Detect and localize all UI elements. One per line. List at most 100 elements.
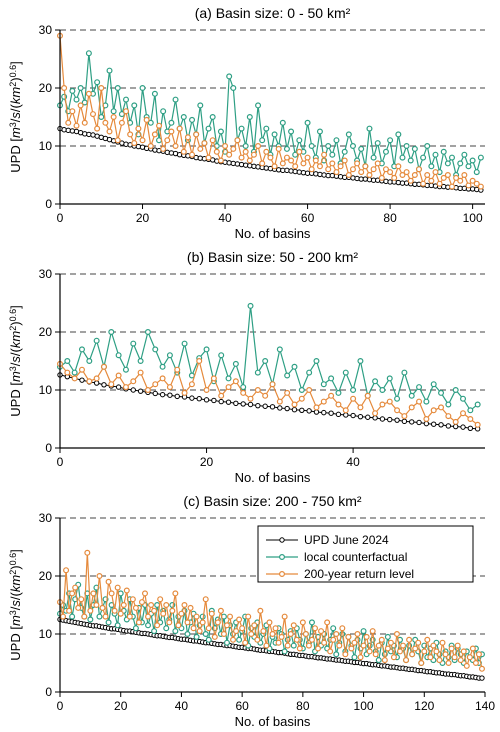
series-marker-local (408, 158, 413, 163)
series-marker-local (106, 620, 111, 625)
series-marker-ret200 (313, 158, 318, 163)
series-marker-ret200 (109, 591, 114, 596)
series-marker-ret200 (256, 144, 261, 149)
series-marker-upd (439, 423, 443, 427)
series-marker-upd (168, 393, 172, 397)
series-marker-ret200 (330, 161, 335, 166)
series-marker-ret200 (464, 664, 469, 669)
series-marker-ret200 (73, 585, 78, 590)
series-marker-local (138, 359, 143, 364)
ylabel: UPD [m3/s/(km2)0.6] (8, 61, 23, 172)
series-marker-ret200 (70, 591, 75, 596)
series-marker-ret200 (455, 643, 460, 648)
series-marker-upd (307, 409, 311, 413)
series-marker-local (453, 388, 458, 393)
series-marker-local (450, 155, 455, 160)
series-marker-local (72, 370, 77, 375)
legend-marker (280, 538, 284, 542)
series-marker-ret200 (342, 158, 347, 163)
series-marker-upd (402, 419, 406, 423)
series-marker-ret200 (188, 606, 193, 611)
series-marker-ret200 (115, 138, 120, 143)
xtick-label: 0 (57, 699, 64, 713)
series-marker-ret200 (194, 614, 199, 619)
series-marker-ret200 (364, 635, 369, 640)
series-marker-local (314, 359, 319, 364)
panel-2: (c) Basin size: 200 - 750 km²01020300204… (0, 488, 500, 732)
series-marker-ret200 (231, 147, 236, 152)
series-marker-ret200 (478, 184, 483, 189)
series-marker-ret200 (94, 603, 99, 608)
series-marker-local (88, 617, 93, 622)
series-marker-ret200 (264, 149, 269, 154)
series-marker-ret200 (363, 164, 368, 169)
series-marker-upd (380, 417, 384, 421)
series-line-ret200 (60, 361, 478, 425)
series-marker-ret200 (95, 126, 100, 131)
series-marker-local (466, 164, 471, 169)
series-marker-ret200 (215, 620, 220, 625)
panel-title: (b) Basin size: 50 - 200 km² (187, 249, 359, 265)
series-marker-upd (358, 414, 362, 418)
series-marker-upd (329, 411, 333, 415)
series-marker-ret200 (375, 161, 380, 166)
series-marker-ret200 (246, 614, 251, 619)
series-marker-upd (160, 392, 164, 396)
series-marker-ret200 (319, 629, 324, 634)
series-marker-ret200 (237, 617, 242, 622)
series-marker-local (424, 399, 429, 404)
series-marker-ret200 (477, 652, 482, 657)
series-marker-local (109, 330, 114, 335)
xlabel: No. of basins (235, 714, 311, 729)
series-marker-ret200 (203, 597, 208, 602)
series-marker-local (400, 155, 405, 160)
series-marker-local (97, 614, 102, 619)
series-marker-local (331, 626, 336, 631)
series-marker-ret200 (91, 591, 96, 596)
series-marker-ret200 (233, 379, 238, 384)
series-marker-ret200 (268, 155, 273, 160)
series-marker-ret200 (416, 640, 421, 645)
series-marker-local (226, 376, 231, 381)
series-marker-upd (80, 378, 84, 382)
series-marker-local (425, 144, 430, 149)
series-marker-ret200 (314, 405, 319, 410)
legend-label: UPD June 2024 (304, 533, 389, 547)
series-marker-local (395, 396, 400, 401)
series-marker-local (326, 144, 331, 149)
series-marker-local (225, 640, 230, 645)
series-marker-ret200 (322, 640, 327, 645)
ytick-label: 20 (39, 569, 53, 583)
series-marker-ret200 (309, 167, 314, 172)
series-marker-local (241, 385, 246, 390)
series-marker-ret200 (255, 637, 260, 642)
series-marker-local (367, 126, 372, 131)
series-marker-local (376, 658, 381, 663)
series-marker-local (161, 109, 166, 114)
series-marker-local (255, 370, 260, 375)
xtick-label: 80 (383, 211, 397, 225)
series-marker-ret200 (424, 417, 429, 422)
series-marker-ret200 (355, 161, 360, 166)
series-marker-upd (270, 405, 274, 409)
series-marker-ret200 (404, 170, 409, 175)
series-marker-ret200 (78, 103, 83, 108)
series-marker-ret200 (334, 632, 339, 637)
series-marker-ret200 (379, 637, 384, 642)
series-marker-ret200 (285, 643, 290, 648)
series-marker-ret200 (379, 176, 384, 181)
series-marker-local (132, 103, 137, 108)
series-marker-ret200 (413, 646, 418, 651)
series-marker-ret200 (412, 173, 417, 178)
ytick-label: 20 (39, 325, 53, 339)
series-marker-local (277, 347, 282, 352)
series-marker-local (474, 170, 479, 175)
series-marker-ret200 (293, 164, 298, 169)
series-marker-ret200 (241, 391, 246, 396)
series-marker-upd (292, 408, 296, 412)
series-marker-local (206, 637, 211, 642)
series-marker-local (282, 649, 287, 654)
series-marker-ret200 (200, 620, 205, 625)
series-marker-local (292, 364, 297, 369)
series-marker-upd (322, 410, 326, 414)
